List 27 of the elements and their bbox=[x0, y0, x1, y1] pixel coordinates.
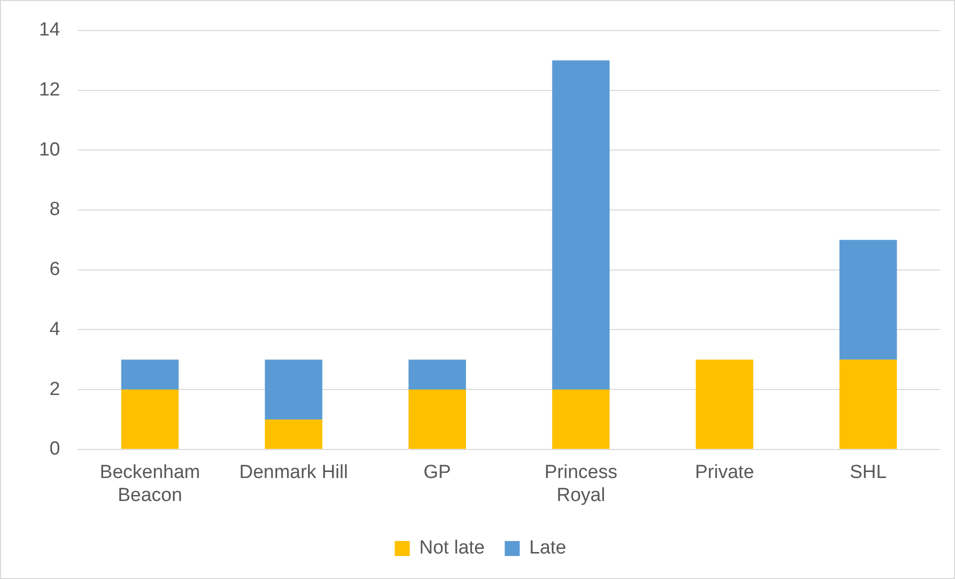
bar bbox=[839, 240, 897, 360]
y-tick-label: 8 bbox=[50, 199, 60, 220]
bar bbox=[552, 60, 610, 390]
y-tick-label: 6 bbox=[50, 259, 60, 280]
bar bbox=[121, 360, 179, 390]
bar bbox=[408, 390, 466, 449]
y-tick-label: 14 bbox=[38, 20, 61, 41]
x-tick-label: SHL bbox=[850, 462, 887, 484]
x-tick-label: Beckenham Beacon bbox=[100, 462, 200, 506]
y-tick-label: 2 bbox=[50, 378, 60, 400]
bar bbox=[264, 360, 322, 420]
bar bbox=[408, 360, 466, 390]
y-tick-label: 0 bbox=[50, 438, 60, 460]
bar bbox=[121, 390, 179, 449]
y-tick-label: 12 bbox=[38, 79, 60, 100]
x-tick-label: Denmark Hill bbox=[239, 462, 348, 484]
legend-label: Not late bbox=[419, 538, 485, 559]
y-tick-label: 4 bbox=[50, 318, 61, 340]
x-tick-label: Princess Royal bbox=[544, 462, 618, 506]
bar bbox=[839, 360, 897, 449]
x-tick-label: Private bbox=[694, 462, 754, 484]
y-tick-label: 10 bbox=[38, 139, 60, 160]
legend-label: Late bbox=[529, 538, 566, 559]
bar bbox=[696, 360, 754, 449]
bar bbox=[552, 390, 610, 449]
bar bbox=[264, 419, 322, 449]
x-tick-label: GP bbox=[424, 462, 451, 484]
